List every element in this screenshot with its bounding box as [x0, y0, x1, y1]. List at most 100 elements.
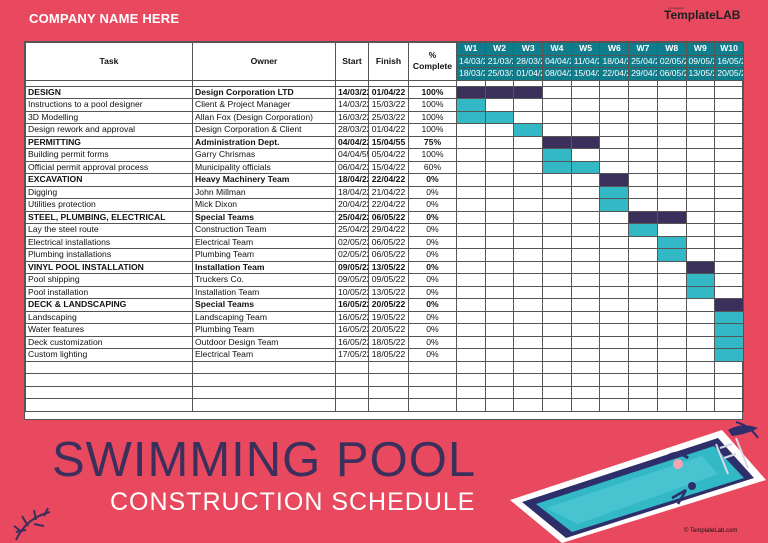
gantt-cell	[656, 273, 687, 287]
empty-cell	[685, 360, 716, 374]
empty-cell	[685, 373, 716, 387]
empty-cell	[192, 398, 336, 412]
week-start-date: 14/03/22	[456, 54, 486, 68]
empty-cell	[656, 360, 687, 374]
gantt-cell	[484, 248, 515, 262]
gantt-cell	[656, 335, 687, 349]
gantt-cell	[714, 198, 744, 212]
task-name: Plumbing installations	[25, 248, 193, 262]
empty-cell	[335, 385, 369, 399]
task-owner: Heavy Machinery Team	[192, 173, 336, 187]
page-subtitle: CONSTRUCTION SCHEDULE	[110, 488, 476, 516]
gantt-bar	[513, 85, 544, 99]
percent-complete: 0%	[408, 185, 457, 199]
gantt-cell	[685, 123, 716, 137]
gantt-cell	[570, 348, 601, 362]
gantt-cell	[513, 110, 544, 124]
gantt-cell	[628, 198, 658, 212]
gantt-cell	[456, 148, 486, 162]
finish-date: 22/04/22	[368, 173, 409, 187]
gantt-cell	[685, 185, 716, 199]
task-name: Digging	[25, 185, 193, 199]
gantt-cell	[570, 335, 601, 349]
gantt-cell	[542, 223, 572, 237]
task-row: Plumbing installations Plumbing Team 02/05…	[25, 248, 744, 262]
percent-complete: 0%	[408, 348, 457, 362]
task-row: Instructions to a pool designer Client & …	[25, 98, 744, 112]
gantt-cell	[484, 185, 515, 199]
gantt-cell	[714, 210, 744, 224]
gantt-cell	[685, 335, 716, 349]
week-start-date: 11/04/22	[570, 54, 601, 68]
start-date: 16/05/22	[335, 310, 369, 324]
gantt-cell	[628, 323, 658, 337]
percent-complete: 0%	[408, 235, 457, 249]
gantt-cell	[542, 123, 572, 137]
task-owner: Administration Dept.	[192, 135, 336, 149]
gantt-cell	[513, 98, 544, 112]
empty-cell	[456, 385, 486, 399]
gantt-cell	[599, 323, 630, 337]
task-name: Instructions to a pool designer	[25, 98, 193, 112]
percent-complete: 75%	[408, 135, 457, 149]
empty-cell	[513, 385, 544, 399]
empty-cell	[335, 360, 369, 374]
gantt-cell	[570, 173, 601, 187]
empty-cell	[599, 373, 630, 387]
empty-cell	[335, 373, 369, 387]
week-header: W4	[542, 42, 572, 56]
task-row: Design rework and approval Design Corpora…	[25, 123, 744, 137]
start-date: 25/04/22	[335, 223, 369, 237]
gantt-header: Task Owner Start Finish % Complete W1 W2 W…	[25, 42, 744, 81]
gantt-cell	[456, 323, 486, 337]
gantt-cell	[570, 210, 601, 224]
gantt-cell	[456, 260, 486, 274]
week-start-date: 04/04/22	[542, 54, 572, 68]
palm-leaf-icon	[728, 421, 759, 439]
spacer-cell	[484, 79, 515, 87]
gantt-cell	[656, 298, 687, 312]
group-row: PERMITTING Administration Dept. 04/04/22 15…	[25, 135, 744, 149]
gantt-cell	[484, 123, 515, 137]
start-date: 25/04/22	[335, 210, 369, 224]
task-owner: Allan Fox (Design Corporation)	[192, 110, 336, 124]
group-row: DECK & LANDSCAPING Special Teams 16/05/22 2…	[25, 298, 744, 312]
empty-cell	[408, 373, 457, 387]
task-row: Water features Plumbing Team 16/05/22 20/05…	[25, 323, 744, 337]
gantt-cell	[685, 223, 716, 237]
gantt-cell	[542, 110, 572, 124]
empty-cell	[628, 373, 658, 387]
percent-complete: 0%	[408, 198, 457, 212]
gantt-cell	[542, 323, 572, 337]
task-name: Custom lighting	[25, 348, 193, 362]
empty-cell	[542, 385, 572, 399]
gantt-cell	[628, 298, 658, 312]
task-row: Landscaping Landscaping Team 16/05/22 19/05…	[25, 310, 744, 324]
week-header: W1	[456, 42, 486, 56]
gantt-cell	[570, 198, 601, 212]
task-row: Utilities protection Mick Dixon 20/04/22 22…	[25, 198, 744, 212]
spacer-cell	[685, 79, 716, 87]
gantt-cell	[656, 348, 687, 362]
gantt-cell	[456, 123, 486, 137]
gantt-bar	[542, 160, 572, 174]
gantt-bar	[656, 235, 687, 249]
empty-cell	[628, 360, 658, 374]
gantt-cell	[714, 110, 744, 124]
finish-date: 18/05/22	[368, 348, 409, 362]
gantt-bar	[714, 323, 744, 337]
empty-cell	[685, 398, 716, 412]
gantt-cell	[628, 310, 658, 324]
gantt-cell	[599, 273, 630, 287]
empty-cell	[656, 385, 687, 399]
gantt-bar	[685, 285, 716, 299]
spacer-cell	[656, 79, 687, 87]
percent-complete: 0%	[408, 248, 457, 262]
empty-cell	[368, 360, 409, 374]
gantt-cell	[685, 85, 716, 99]
percent-complete: 0%	[408, 223, 457, 237]
percent-complete: 100%	[408, 148, 457, 162]
gantt-cell	[599, 110, 630, 124]
gantt-cell	[714, 223, 744, 237]
gantt-cell	[599, 310, 630, 324]
